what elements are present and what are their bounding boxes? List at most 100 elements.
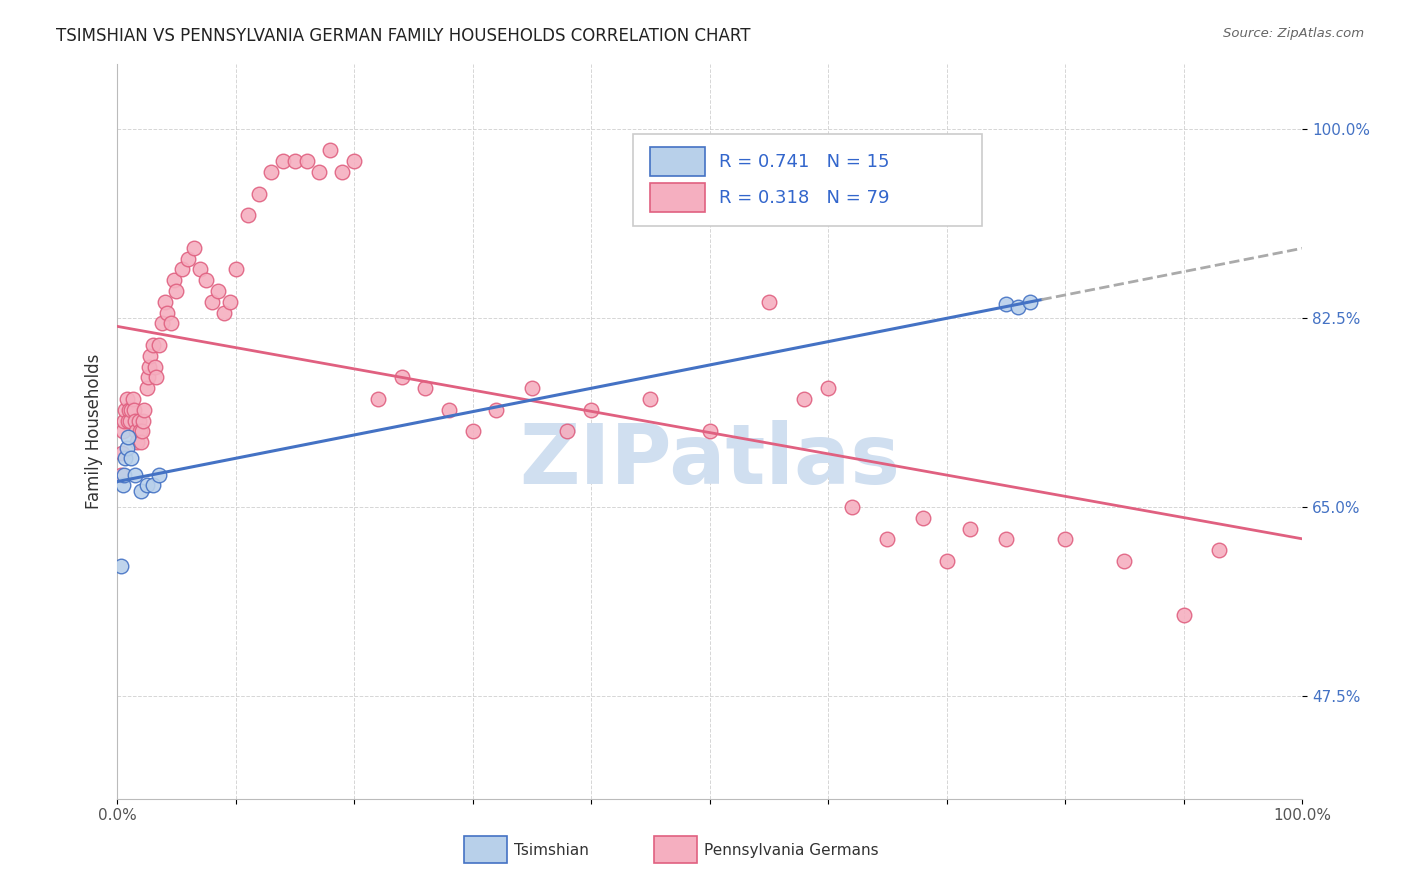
Point: [128, 425, 150, 439]
Text: R = 0.318   N = 79: R = 0.318 N = 79: [718, 189, 890, 207]
Point: [129, 483, 152, 498]
FancyBboxPatch shape: [651, 183, 704, 212]
Point: [128, 414, 150, 428]
Point: [134, 402, 156, 417]
Point: [120, 451, 142, 466]
Point: [138, 359, 160, 374]
Point: [994, 533, 1017, 547]
Point: [817, 381, 839, 395]
Point: [165, 284, 187, 298]
Point: [122, 402, 145, 417]
Y-axis label: Family Households: Family Households: [86, 354, 103, 509]
Point: [150, 317, 173, 331]
Text: ZIPatlas: ZIPatlas: [519, 420, 900, 501]
Point: [1018, 294, 1040, 309]
Point: [207, 284, 229, 298]
Point: [391, 370, 413, 384]
Point: [112, 467, 135, 482]
Point: [112, 425, 135, 439]
Point: [1007, 300, 1029, 314]
FancyBboxPatch shape: [633, 134, 983, 226]
Point: [112, 414, 135, 428]
Point: [110, 559, 132, 574]
Text: Source: ZipAtlas.com: Source: ZipAtlas.com: [1223, 27, 1364, 40]
Point: [156, 305, 179, 319]
Point: [994, 297, 1017, 311]
Point: [139, 349, 162, 363]
Point: [112, 478, 135, 492]
Point: [114, 402, 136, 417]
Point: [579, 402, 602, 417]
Point: [1173, 608, 1195, 623]
Point: [437, 402, 460, 417]
Point: [148, 338, 170, 352]
Point: [225, 262, 247, 277]
Point: [284, 154, 307, 169]
Point: [136, 370, 159, 384]
Point: [188, 262, 211, 277]
Point: [177, 252, 200, 266]
Point: [212, 305, 235, 319]
Text: Pennsylvania Germans: Pennsylvania Germans: [704, 843, 879, 858]
Point: [159, 317, 181, 331]
Point: [117, 414, 139, 428]
Point: [367, 392, 389, 406]
Point: [132, 414, 155, 428]
Point: [319, 144, 342, 158]
FancyBboxPatch shape: [654, 836, 696, 863]
Point: [461, 425, 484, 439]
Point: [115, 441, 138, 455]
Point: [124, 467, 146, 482]
Point: [114, 451, 136, 466]
Point: [271, 154, 294, 169]
Point: [1208, 543, 1230, 558]
Point: [343, 154, 366, 169]
Point: [557, 425, 579, 439]
Point: [1114, 554, 1136, 568]
Point: [143, 359, 166, 374]
Point: [135, 478, 157, 492]
Point: [1054, 533, 1077, 547]
Point: [308, 165, 330, 179]
Point: [115, 392, 138, 406]
Point: [145, 370, 167, 384]
Point: [129, 435, 152, 450]
Point: [110, 467, 132, 482]
Point: [195, 273, 218, 287]
Text: Tsimshian: Tsimshian: [515, 843, 589, 858]
Point: [118, 402, 141, 417]
Point: [135, 381, 157, 395]
Point: [520, 381, 543, 395]
Point: [485, 402, 508, 417]
Point: [201, 294, 224, 309]
Point: [236, 208, 259, 222]
Point: [295, 154, 318, 169]
Point: [247, 186, 270, 201]
Point: [330, 165, 353, 179]
Point: [117, 430, 139, 444]
Point: [142, 338, 165, 352]
Point: [111, 446, 134, 460]
Point: [959, 522, 981, 536]
Point: [142, 478, 165, 492]
Point: [131, 425, 153, 439]
Point: [125, 425, 148, 439]
Point: [640, 392, 662, 406]
Point: [841, 500, 863, 514]
Point: [911, 511, 934, 525]
Point: [163, 273, 186, 287]
Point: [148, 467, 170, 482]
Point: [172, 262, 194, 277]
Text: R = 0.741   N = 15: R = 0.741 N = 15: [718, 153, 890, 170]
Point: [127, 435, 149, 450]
Point: [121, 392, 143, 406]
Point: [183, 241, 205, 255]
Point: [413, 381, 436, 395]
Point: [120, 414, 142, 428]
FancyBboxPatch shape: [464, 836, 508, 863]
Point: [793, 392, 815, 406]
Point: [758, 294, 780, 309]
Point: [935, 554, 957, 568]
Point: [876, 533, 898, 547]
Point: [124, 414, 146, 428]
